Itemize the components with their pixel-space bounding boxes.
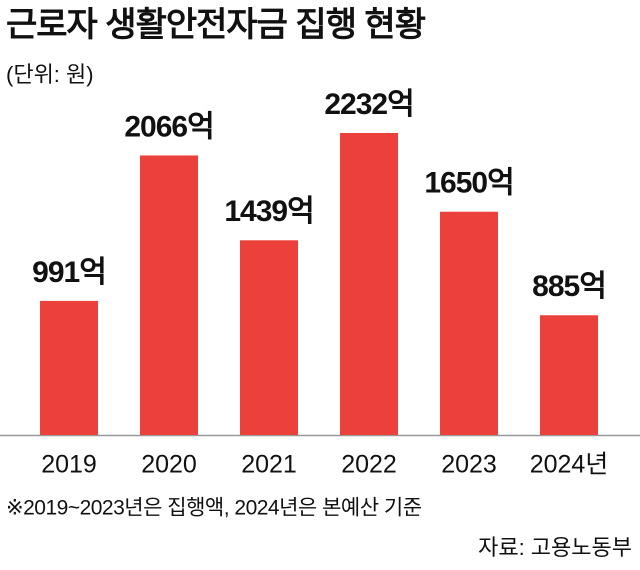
value-label: 991억 bbox=[32, 256, 106, 289]
value-label: 1439억 bbox=[224, 195, 313, 228]
x-tick-label: 2022 bbox=[341, 451, 397, 479]
value-label: 1650억 bbox=[424, 167, 513, 200]
x-tick-label: 2024년 bbox=[530, 451, 609, 479]
x-tick-label: 2019 bbox=[41, 451, 97, 479]
value-label: 2232억 bbox=[324, 88, 413, 121]
x-tick-label: 2020 bbox=[141, 451, 197, 479]
source: 자료: 고용노동부 bbox=[478, 535, 632, 560]
bar bbox=[240, 240, 298, 435]
chart-title: 근로자 생활안전자금 집행 현황 bbox=[6, 6, 426, 44]
value-label: 885억 bbox=[532, 270, 606, 303]
bar bbox=[540, 315, 598, 435]
chart-subtitle: (단위: 원) bbox=[6, 62, 94, 87]
bar bbox=[140, 155, 198, 435]
note: ※2019~2023년은 집행액, 2024년은 본예산 기준 bbox=[6, 497, 422, 520]
x-tick-label: 2021 bbox=[241, 451, 297, 479]
bar bbox=[440, 211, 498, 435]
value-label: 2066억 bbox=[124, 110, 213, 143]
bar bbox=[340, 133, 398, 435]
x-tick-label: 2023 bbox=[441, 451, 497, 479]
bar bbox=[40, 300, 98, 435]
